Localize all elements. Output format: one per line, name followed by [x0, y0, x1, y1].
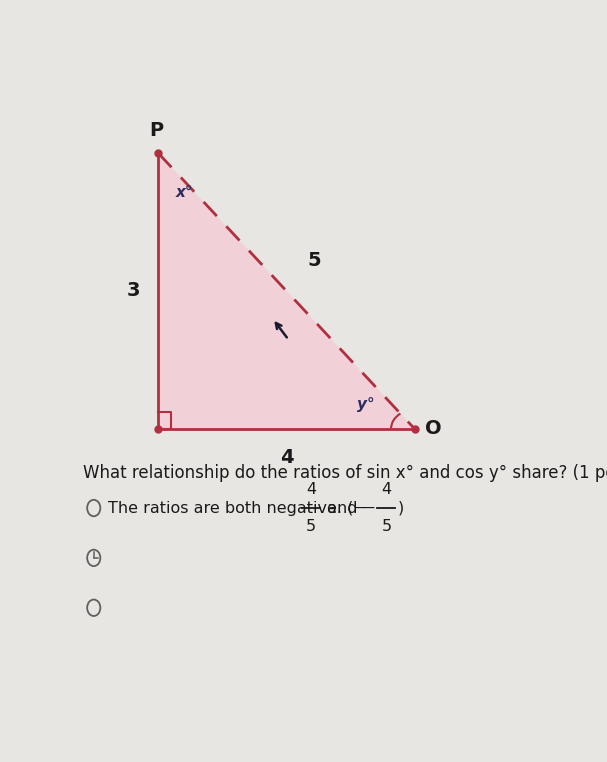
Text: and −: and − [322, 501, 376, 516]
Text: 3: 3 [127, 281, 140, 300]
Text: y°: y° [357, 398, 375, 412]
Text: O: O [425, 419, 441, 438]
Text: 5: 5 [308, 251, 321, 271]
Text: The ratios are both negative. (−: The ratios are both negative. (− [108, 501, 367, 516]
Text: ): ) [398, 501, 404, 516]
Text: 5: 5 [306, 519, 316, 533]
Polygon shape [158, 153, 415, 429]
Text: 4: 4 [280, 447, 293, 466]
Text: 4: 4 [306, 482, 316, 498]
Text: 5: 5 [381, 519, 392, 533]
Text: What relationship do the ratios of sin x° and cos y° share? (1 point): What relationship do the ratios of sin x… [83, 464, 607, 482]
Text: 4: 4 [381, 482, 392, 498]
Text: x°: x° [176, 185, 194, 200]
Text: P: P [149, 121, 163, 140]
